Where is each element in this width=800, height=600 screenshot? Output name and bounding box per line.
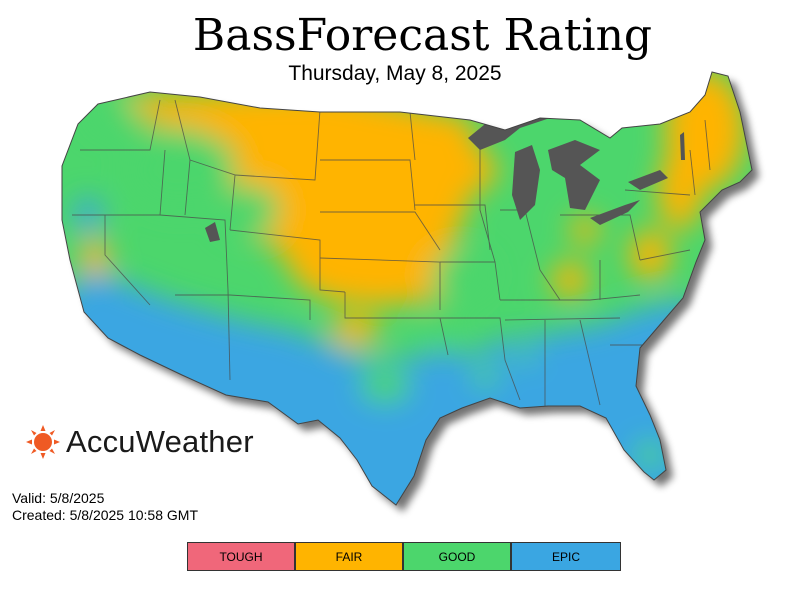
legend-tough: TOUGH: [188, 543, 296, 570]
created-timestamp: Created: 5/8/2025 10:58 GMT: [12, 507, 198, 523]
page-title: BassForecast Rating: [192, 10, 653, 61]
legend-label: TOUGH: [219, 549, 263, 564]
sun-icon: [26, 425, 60, 459]
legend-label: GOOD: [438, 549, 476, 564]
legend-label: FAIR: [335, 549, 363, 564]
accuweather-logo: AccuWeather: [26, 424, 254, 460]
brand-name: AccuWeather: [66, 424, 254, 459]
us-outline: [61, 71, 753, 506]
legend-label: EPIC: [551, 549, 580, 564]
rating-legend: TOUGH FAIR GOOD EPIC: [187, 542, 621, 571]
forecast-date: Thursday, May 8, 2025: [288, 62, 502, 85]
legend-good: GOOD: [404, 543, 512, 570]
legend-epic: EPIC: [512, 543, 620, 570]
legend-fair: FAIR: [296, 543, 404, 570]
valid-date: Valid: 5/8/2025: [12, 490, 105, 506]
state-boundaries: [72, 99, 711, 408]
